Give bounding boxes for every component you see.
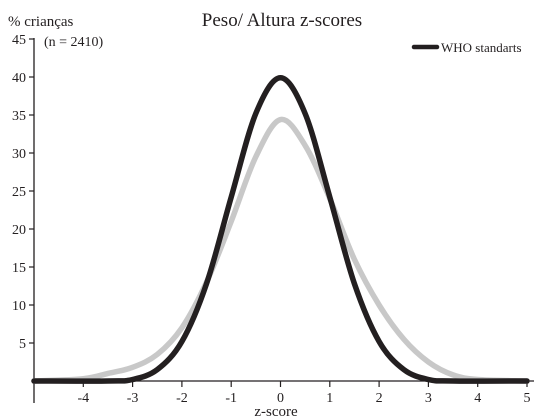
x-tick-label-5: 5	[524, 391, 531, 406]
legend: WHO standarts	[411, 40, 522, 55]
y-tick-label-5: 5	[19, 337, 26, 352]
y-tick-label-15: 15	[12, 261, 26, 276]
sample-size-note: (n = 2410)	[44, 35, 104, 50]
x-tick-label--1: -1	[225, 391, 237, 406]
x-tick-label-1: 1	[326, 391, 333, 406]
y-tick-label-20: 20	[12, 223, 26, 238]
y-tick-label-25: 25	[12, 185, 26, 200]
x-tick-label-4: 4	[474, 391, 481, 406]
x-tick-label-0: 0	[277, 391, 284, 406]
x-ticks: -4 -3 -2 -1 0 1 2 3 4 5	[77, 381, 531, 406]
series-group	[31, 75, 530, 384]
x-tick-label-2: 2	[376, 391, 383, 406]
x-tick-label-3: 3	[425, 391, 432, 406]
x-tick-label--3: -3	[127, 391, 139, 406]
series-line-who	[31, 75, 530, 384]
y-tick-label-40: 40	[12, 71, 26, 86]
legend-label-who: WHO standarts	[441, 40, 522, 55]
y-axis-label: % crianças	[8, 14, 74, 30]
y-tick-label-35: 35	[12, 109, 26, 124]
y-tick-label-10: 10	[12, 299, 26, 314]
x-tick-label--2: -2	[176, 391, 188, 406]
x-tick-label--4: -4	[77, 391, 89, 406]
y-tick-label-45: 45	[12, 33, 26, 48]
x-axis-label: z-score	[254, 404, 298, 419]
y-tick-label-30: 30	[12, 147, 26, 162]
y-ticks: 5 10 15 20 25 30 35 40 45	[12, 33, 34, 352]
chart-title: Peso/ Altura z-scores	[202, 10, 362, 31]
series-line-sample	[31, 116, 530, 384]
